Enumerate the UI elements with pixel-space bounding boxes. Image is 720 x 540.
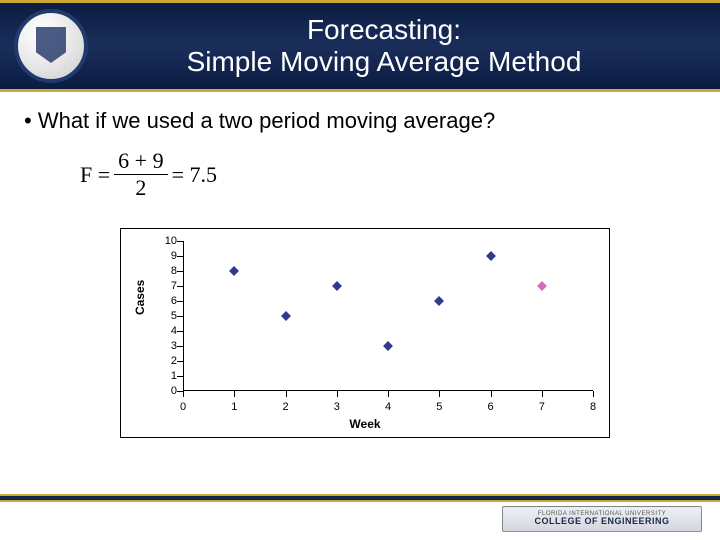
chart-ytick: [177, 361, 183, 362]
chart-axes: [183, 241, 593, 391]
chart-xtick-label: 4: [385, 401, 391, 413]
chart-ytick: [177, 241, 183, 242]
chart-ytick: [177, 256, 183, 257]
formula-denominator: 2: [131, 175, 150, 201]
chart-xtick-label: 5: [436, 401, 442, 413]
chart-ytick: [177, 316, 183, 317]
chart-xtick-label: 0: [180, 401, 186, 413]
chart-ytick-label: 2: [155, 355, 177, 367]
formula-fraction: 6 + 9 2: [114, 148, 167, 201]
title-line-1: Forecasting:: [88, 14, 680, 46]
chart-ytick: [177, 331, 183, 332]
chart-container: Cases 012345678910012345678 Week: [120, 228, 610, 438]
chart-xtick-label: 6: [487, 401, 493, 413]
footer-badge-line2: COLLEGE OF ENGINEERING: [534, 517, 669, 527]
formula-numerator: 6 + 9: [114, 148, 167, 175]
chart-xtick-label: 1: [231, 401, 237, 413]
chart-xtick: [542, 391, 543, 397]
chart-xtick: [286, 391, 287, 397]
chart-xtick: [183, 391, 184, 397]
chart-ytick: [177, 271, 183, 272]
chart-xtick-label: 2: [282, 401, 288, 413]
chart-ytick-label: 1: [155, 370, 177, 382]
chart-xtick-label: 8: [590, 401, 596, 413]
chart-plot-area: 012345678910012345678: [183, 241, 593, 391]
formula-lhs: F =: [80, 162, 110, 188]
chart-ytick-label: 7: [155, 280, 177, 292]
header-band: Forecasting: Simple Moving Average Metho…: [0, 0, 720, 92]
slide-title: Forecasting: Simple Moving Average Metho…: [88, 14, 720, 78]
chart-xtick: [337, 391, 338, 397]
formula: F = 6 + 9 2 = 7.5: [80, 148, 217, 201]
chart-ytick-label: 8: [155, 265, 177, 277]
chart-ytick: [177, 286, 183, 287]
chart-xlabel: Week: [121, 417, 609, 431]
chart-xtick: [491, 391, 492, 397]
chart-xtick: [234, 391, 235, 397]
bullet-question: • What if we used a two period moving av…: [24, 108, 495, 134]
chart-ytick: [177, 376, 183, 377]
chart-ytick-label: 0: [155, 385, 177, 397]
formula-rhs: = 7.5: [172, 162, 217, 188]
university-logo: [14, 9, 88, 83]
footer-badge: FLORIDA INTERNATIONAL UNIVERSITY COLLEGE…: [502, 506, 702, 532]
title-line-2: Simple Moving Average Method: [88, 46, 680, 78]
chart-xtick-label: 3: [334, 401, 340, 413]
chart-ytick: [177, 301, 183, 302]
chart-ylabel: Cases: [133, 280, 147, 315]
chart-ytick-label: 10: [155, 235, 177, 247]
chart-xtick: [593, 391, 594, 397]
chart-ytick: [177, 346, 183, 347]
chart-ytick-label: 4: [155, 325, 177, 337]
chart-ytick-label: 3: [155, 340, 177, 352]
chart-xtick: [439, 391, 440, 397]
chart-ytick-label: 9: [155, 250, 177, 262]
footer-band: [0, 494, 720, 502]
chart-ytick-label: 6: [155, 295, 177, 307]
chart-ytick-label: 5: [155, 310, 177, 322]
chart-xtick: [388, 391, 389, 397]
chart-xtick-label: 7: [539, 401, 545, 413]
